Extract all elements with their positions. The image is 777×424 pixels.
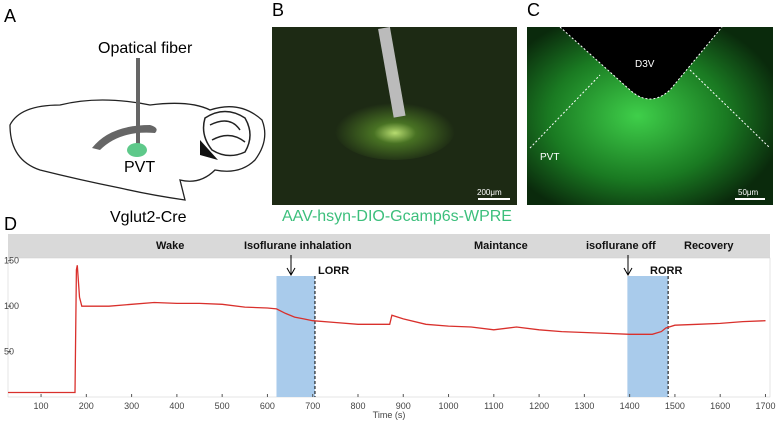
- panel-label: B: [272, 0, 284, 20]
- y-tick-label: 150: [4, 256, 19, 266]
- brainstem: [200, 140, 218, 160]
- x-tick-label: 300: [124, 401, 139, 411]
- brain-outline: [9, 99, 266, 201]
- y-tick-label: 50: [4, 347, 14, 357]
- x-tick-label: 1500: [665, 401, 685, 411]
- arrow: [286, 255, 296, 277]
- span: [627, 276, 669, 397]
- phase-band: [8, 234, 770, 258]
- plot: 100 200 300 400 500 600 700 800 900 1000 1100 1200 1…: [4, 256, 775, 411]
- span: [276, 276, 315, 397]
- fiber-label: Opatical fiber: [98, 40, 193, 57]
- x-tick-label: 200: [79, 401, 94, 411]
- cerebellum: [202, 110, 251, 157]
- virus-label: AAV-hsyn-DIO-Gcamp6s-WPRE: [282, 208, 512, 225]
- region-label: PVT: [124, 159, 155, 176]
- ventricle: [560, 27, 722, 99]
- x-tick-label: 1200: [529, 401, 549, 411]
- phase-label: Maintance: [474, 240, 528, 252]
- scale-bar: [478, 198, 510, 200]
- phase-label: Recovery: [684, 240, 734, 252]
- signal-line: [8, 265, 766, 394]
- scale-bar: [735, 198, 765, 200]
- x-tick-label: 1300: [574, 401, 594, 411]
- x-tick-label: 1400: [620, 401, 640, 411]
- panel-label: A: [4, 6, 16, 26]
- scale-label: 200μm: [477, 188, 502, 197]
- x-axis-label: Time (s): [373, 410, 406, 420]
- x-tick-label: 1000: [439, 401, 459, 411]
- fiber: [378, 26, 406, 118]
- ventricle-label: D3V: [635, 59, 655, 70]
- panel-label: C: [527, 0, 540, 20]
- panel-label: D: [4, 214, 17, 234]
- x-tick-label: 100: [34, 401, 49, 411]
- phase-label: Isoflurane inhalation: [244, 240, 352, 252]
- event-label: LORR: [318, 265, 349, 277]
- x-tick-label: 700: [305, 401, 320, 411]
- x-tick-label: 600: [260, 401, 275, 411]
- ventricle: [92, 125, 157, 150]
- boundary: [529, 26, 771, 149]
- x-tick-label: 800: [350, 401, 365, 411]
- expression: [335, 100, 455, 160]
- mouse-label: Vglut2-Cre: [110, 209, 187, 226]
- phase-label: isoflurane off: [586, 240, 656, 252]
- event-label: RORR: [650, 265, 682, 277]
- x-tick-label: 1100: [484, 401, 503, 411]
- x-tick-label: 400: [169, 401, 184, 411]
- x-tick-label: 1600: [710, 401, 730, 411]
- scale-label: 50μm: [738, 188, 759, 197]
- arrow: [623, 255, 633, 277]
- x-tick-label: 500: [215, 401, 230, 411]
- fiber: [136, 58, 140, 146]
- pvt-region: [127, 143, 147, 157]
- y-tick-label: 100: [4, 301, 19, 311]
- phase-label: Wake: [156, 240, 184, 252]
- x-tick-label: 900: [396, 401, 411, 411]
- region-label: PVT: [540, 152, 559, 163]
- x-tick-label: 1700: [755, 401, 775, 411]
